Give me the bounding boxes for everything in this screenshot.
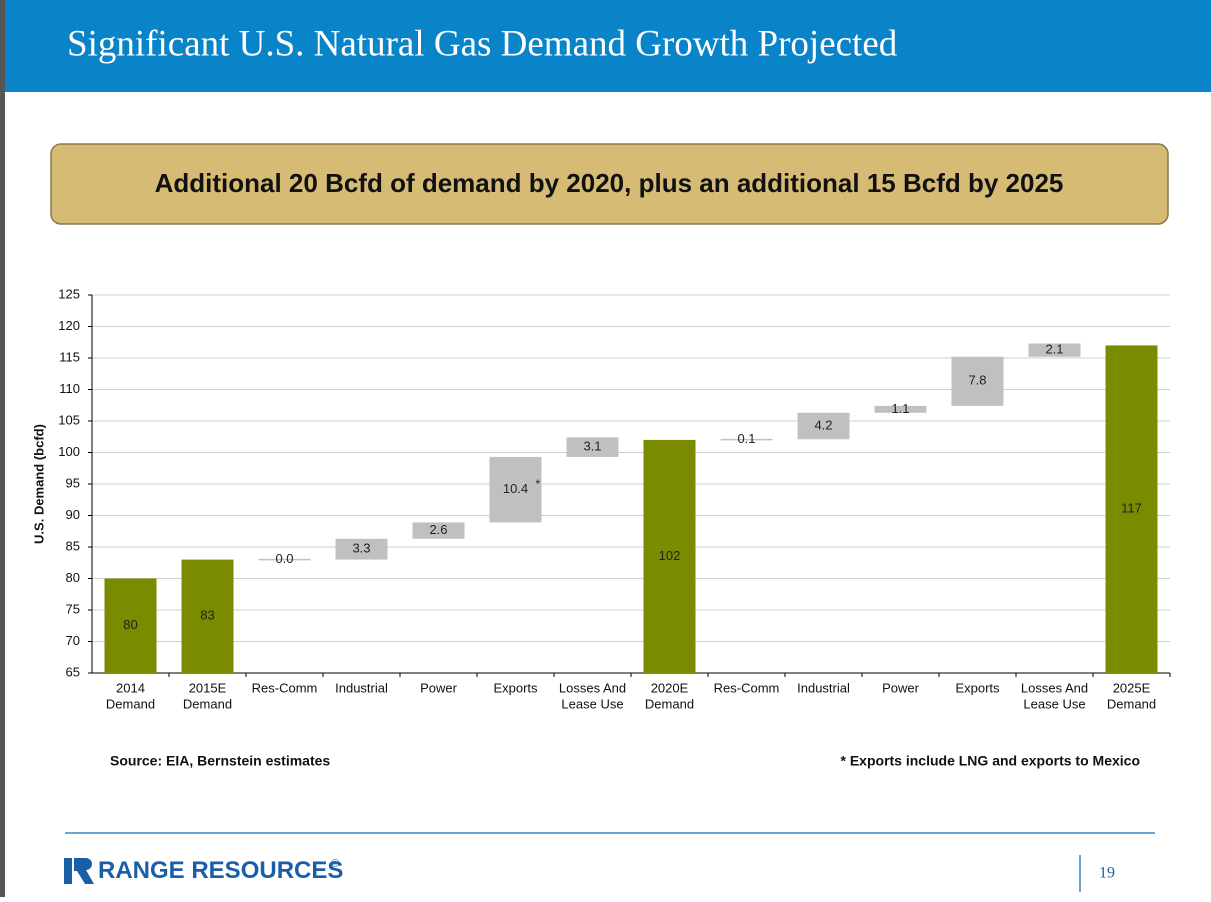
x-tick-label: Power [420,680,458,695]
total-bar [1105,345,1158,673]
x-tick-label: Demand [1107,696,1156,711]
left-edge [0,0,5,897]
y-tick-label: 80 [66,570,80,585]
x-tick-label: Industrial [335,680,388,695]
logo-name: RANGE RESOURCES [98,857,343,884]
value-label: 117 [1121,501,1142,516]
x-tick-label: Res-Comm [714,680,780,695]
change-bar [566,437,619,457]
y-tick-label: 115 [59,349,80,364]
change-bar [489,456,542,523]
change-bar [797,412,850,440]
y-tick-label: 90 [66,507,80,522]
x-tick-label: Lease Use [561,696,623,711]
y-tick-label: 125 [58,286,80,301]
change-bar [1028,343,1081,357]
x-tick-label: 2020E [651,680,689,695]
x-tick-label: Losses And [1021,680,1088,695]
x-tick-label: Losses And [559,680,626,695]
logo-icon [64,858,72,884]
change-bar [874,405,927,413]
x-tick-label: 2025E [1113,680,1151,695]
header-bar [5,0,1211,92]
source-note: Source: EIA, Bernstein estimates [110,753,330,769]
banner-text: Additional 20 Bcfd of demand by 2020, pl… [155,168,1064,198]
y-tick-label: 100 [58,444,80,459]
value-label: 0.1 [737,431,755,446]
y-tick-label: 95 [66,475,80,490]
change-bar [335,538,388,560]
page-number: 19 [1099,865,1115,882]
y-tick-label: 110 [59,381,80,396]
total-bar [643,439,696,673]
value-label: 4.2 [814,417,832,432]
x-tick-label: Power [882,680,920,695]
chart: 657075808590951001051101151201252014Dema… [58,286,1171,711]
x-tick-label: Lease Use [1023,696,1085,711]
y-axis-label: U.S. Demand (bcfd) [31,424,46,544]
header-title: Significant U.S. Natural Gas Demand Grow… [67,23,898,64]
value-label: 80 [123,617,137,632]
y-tick-label: 70 [66,633,80,648]
x-tick-label: 2014 [116,680,145,695]
footnote: * Exports include LNG and exports to Mex… [841,753,1141,769]
banner-box [50,143,1169,225]
change-bar [412,522,465,539]
total-bar [181,559,234,673]
value-label: 3.3 [352,541,370,556]
value-label: 2.6 [429,522,447,537]
logo-mark: ® [331,858,339,870]
x-tick-label: Exports [955,680,1000,695]
annotation: * [536,477,541,491]
value-label: 7.8 [968,373,986,388]
logo-text: RANGE RESOURCES [98,857,343,884]
x-tick-label: Demand [183,696,232,711]
value-label: 102 [659,548,681,563]
x-tick-label: Demand [106,696,155,711]
value-label: 3.1 [583,439,601,454]
x-tick-label: 2015E [189,680,227,695]
value-label: 10.4 [503,481,528,496]
total-bar [104,578,157,673]
value-label: 83 [200,608,214,623]
y-tick-label: 105 [58,412,80,427]
x-tick-label: Exports [493,680,538,695]
value-label: 0.0 [275,551,293,566]
x-tick-label: Res-Comm [252,680,318,695]
x-tick-label: Industrial [797,680,850,695]
y-tick-label: 120 [58,318,80,333]
logo-icon [74,858,94,884]
y-tick-label: 85 [66,538,80,553]
value-label: 1.1 [891,401,909,416]
x-tick-label: Demand [645,696,694,711]
value-label: 2.1 [1045,342,1063,357]
change-bar [951,356,1004,406]
y-tick-label: 75 [66,601,80,616]
y-tick-label: 65 [66,664,80,679]
